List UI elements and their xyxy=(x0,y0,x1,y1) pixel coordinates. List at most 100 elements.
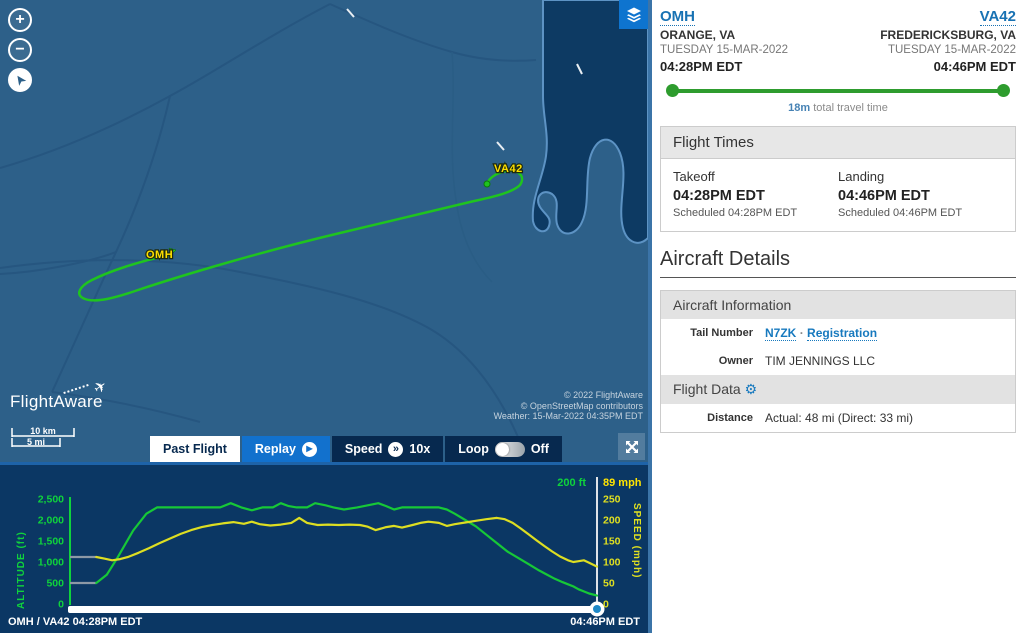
destination-airport-link[interactable]: VA42 xyxy=(979,8,1016,26)
tail-number-value: N7ZK · Registration xyxy=(765,326,878,341)
altitude-tick-label: 1,000 xyxy=(38,557,64,569)
current-altitude-value: 200 ft xyxy=(557,477,586,489)
plus-icon: + xyxy=(15,11,25,28)
replay-toolbar: Past Flight Replay ▶ Speed » 10x Loop Of… xyxy=(150,436,564,462)
travel-time-suffix: total travel time xyxy=(810,102,888,114)
flight-data-header: Flight Data ⚙ xyxy=(661,375,1015,404)
flight-path xyxy=(77,169,524,302)
fast-forward-icon: » xyxy=(388,441,404,457)
speed-tick-label: 250 xyxy=(603,494,621,506)
speed-button[interactable]: Speed » 10x xyxy=(331,436,444,462)
distance-label: Distance xyxy=(707,412,753,424)
scale-km-label: 10 km xyxy=(30,426,56,436)
aircraft-info-box: Aircraft Information Tail Number N7ZK · … xyxy=(660,290,1016,433)
flightaware-logo[interactable]: ✈ FlightAware xyxy=(10,377,111,412)
route-header: OMH ORANGE, VA TUESDAY 15-MAR-2022 04:28… xyxy=(660,8,1016,74)
origin-date: TUESDAY 15-MAR-2022 xyxy=(660,44,789,56)
flight-times-header: Flight Times xyxy=(661,127,1015,159)
tail-number-row: Tail Number N7ZK · Registration xyxy=(661,319,1015,347)
owner-value: TIM JENNINGS LLC xyxy=(765,354,876,368)
minus-icon: − xyxy=(15,41,25,58)
altitude-tick-label: 0 xyxy=(58,599,64,611)
flight-map[interactable]: OMH VA42 + − ➤ ✈ FlightAware xyxy=(0,0,648,462)
travel-time-value: 18m xyxy=(788,102,811,114)
speed-axis-title: SPEED (mph) xyxy=(631,503,642,579)
loop-toggle[interactable] xyxy=(494,441,525,457)
loop-control: Loop Off xyxy=(445,436,562,462)
landing-label: Landing xyxy=(838,169,885,184)
flight-details-panel: OMH ORANGE, VA TUESDAY 15-MAR-2022 04:28… xyxy=(648,0,1024,633)
owner-label: Owner xyxy=(718,355,753,367)
flight-progress-timeline xyxy=(666,84,1010,98)
speed-tick-label: 100 xyxy=(603,557,621,569)
destination-block: VA42 FREDERICKSBURG, VA TUESDAY 15-MAR-2… xyxy=(880,8,1016,74)
map-layers-button[interactable] xyxy=(619,0,648,29)
tail-number-link[interactable]: N7ZK xyxy=(765,326,797,341)
speed-tick-label: 200 xyxy=(603,515,621,527)
aircraft-details-title: Aircraft Details xyxy=(660,248,1016,278)
road-line xyxy=(0,259,519,438)
origin-time: 04:28PM EDT xyxy=(660,59,743,74)
replay-label: Replay xyxy=(254,442,296,456)
altitude-tick-label: 1,500 xyxy=(38,536,64,548)
tail-number-label: Tail Number xyxy=(690,327,753,339)
altitude-tick-label: 500 xyxy=(46,578,64,590)
distance-value: Actual: 48 mi (Direct: 33 mi) xyxy=(765,411,914,425)
current-speed-value: 89 mph xyxy=(603,477,642,489)
toggle-knob xyxy=(495,442,509,456)
altitude-axis-title: ALTITUDE (ft) xyxy=(16,531,27,609)
loop-state-label: Off xyxy=(530,442,549,456)
map-attribution: © 2022 FlightAware © OpenStreetMap contr… xyxy=(494,390,643,422)
chart-canvas: 0 500 1,000 1,500 2,000 2,500 0 50 100 150 200 250 xyxy=(38,477,621,617)
attribution-line: Weather: 15-Mar-2022 04:35PM EDT xyxy=(493,411,643,421)
origin-city: ORANGE, VA xyxy=(660,28,736,42)
compass-button[interactable]: ➤ xyxy=(8,68,32,92)
altitude-tick-label: 2,000 xyxy=(38,515,64,527)
past-flight-label: Past Flight xyxy=(163,442,227,456)
speed-tick-label: 150 xyxy=(603,536,621,548)
road-line xyxy=(51,391,201,423)
zoom-out-button[interactable]: − xyxy=(8,38,32,62)
map-and-chart-column: OMH VA42 + − ➤ ✈ FlightAware xyxy=(0,0,648,633)
road-line xyxy=(0,251,117,275)
total-travel-time: 18m total travel time xyxy=(660,102,1016,114)
map-origin-label[interactable]: OMH xyxy=(145,248,174,263)
play-icon: ▶ xyxy=(301,441,317,457)
owner-row: Owner TIM JENNINGS LLC xyxy=(661,347,1015,375)
map-canvas[interactable]: OMH VA42 xyxy=(0,0,648,462)
landing-column: Landing 04:46PM EDT Scheduled 04:46PM ED… xyxy=(838,169,1003,219)
takeoff-scheduled: Scheduled 04:28PM EDT xyxy=(673,207,798,219)
gear-icon[interactable]: ⚙ xyxy=(744,381,758,397)
map-dest-label[interactable]: VA42 xyxy=(493,162,524,177)
road-line xyxy=(329,3,537,62)
speed_mph-line xyxy=(95,516,599,568)
layers-icon xyxy=(626,7,641,22)
chart-end-time-label: 04:46PM EDT xyxy=(570,616,640,628)
speed-tick-label: 0 xyxy=(603,599,609,611)
origin-airport-link[interactable]: OMH xyxy=(660,8,695,26)
loop-label: Loop xyxy=(458,442,489,456)
river-line xyxy=(451,51,493,283)
replay-button[interactable]: Replay ▶ xyxy=(241,436,330,462)
scrubber-handle-dot xyxy=(593,605,601,613)
speed-value: 10x xyxy=(409,442,431,456)
chart-start-time-label: OMH / VA42 04:28PM EDT xyxy=(8,616,143,628)
timeline-scrubber[interactable] xyxy=(68,606,599,613)
origin-marker-icon xyxy=(168,247,177,256)
origin-block: OMH ORANGE, VA TUESDAY 15-MAR-2022 04:28… xyxy=(660,8,788,74)
altitude-tick-label: 2,500 xyxy=(38,494,64,506)
runway-marks xyxy=(346,8,583,151)
flight-times-box: Flight Times Takeoff 04:28PM EDT Schedul… xyxy=(660,126,1016,232)
destination-city: FREDERICKSBURG, VA xyxy=(880,28,1016,42)
destination-time: 04:46PM EDT xyxy=(933,59,1016,74)
zoom-in-button[interactable]: + xyxy=(8,8,32,32)
tab-past-flight[interactable]: Past Flight xyxy=(150,436,240,462)
registration-link[interactable]: Registration xyxy=(807,326,878,341)
fullscreen-button[interactable] xyxy=(618,433,645,460)
flight-data-title: Flight Data xyxy=(673,381,741,397)
scale-mi-label: 5 mi xyxy=(27,437,45,447)
takeoff-label: Takeoff xyxy=(673,169,715,184)
flightaware-logo-text: FlightAware xyxy=(10,392,103,411)
attribution-line: © OpenStreetMap contributors xyxy=(520,400,643,411)
